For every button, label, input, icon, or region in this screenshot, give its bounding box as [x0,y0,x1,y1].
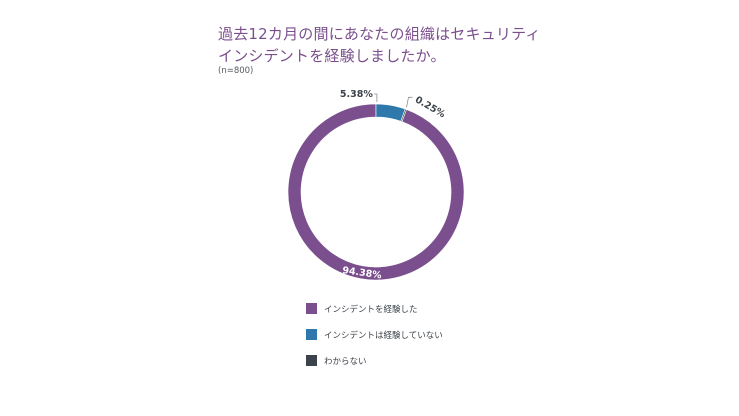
legend-label-not-experienced: インシデントは経験していない [324,330,443,341]
donut-slice-not-experienced [375,103,406,122]
leader-line-unknown [406,96,413,108]
chart-legend: インシデントを経験した インシデントは経験していない わからない [306,302,443,380]
leader-line-not-experienced [373,93,378,103]
chart-title-line-1: 過去12カ月の間にあなたの組織はセキュリティ [218,25,541,43]
donut-slice-experienced [287,103,465,281]
legend-item-experienced: インシデントを経験した [306,302,443,315]
chart-title: 過去12カ月の間にあなたの組織はセキュリティ インシデントを経験しましたか。 [218,23,548,67]
legend-swatch-experienced [306,303,317,314]
donut-slice-unknown [400,108,407,123]
legend-swatch-unknown [306,355,317,366]
sample-size-note: (n=800) [218,66,254,76]
legend-item-unknown: わからない [306,354,443,367]
legend-label-unknown: わからない [324,356,367,367]
data-label-not-experienced: 5.38% [340,89,373,100]
legend-item-not-experienced: インシデントは経験していない [306,328,443,341]
legend-swatch-not-experienced [306,329,317,340]
legend-label-experienced: インシデントを経験した [324,304,418,315]
chart-title-line-2: インシデントを経験しましたか。 [218,47,446,65]
